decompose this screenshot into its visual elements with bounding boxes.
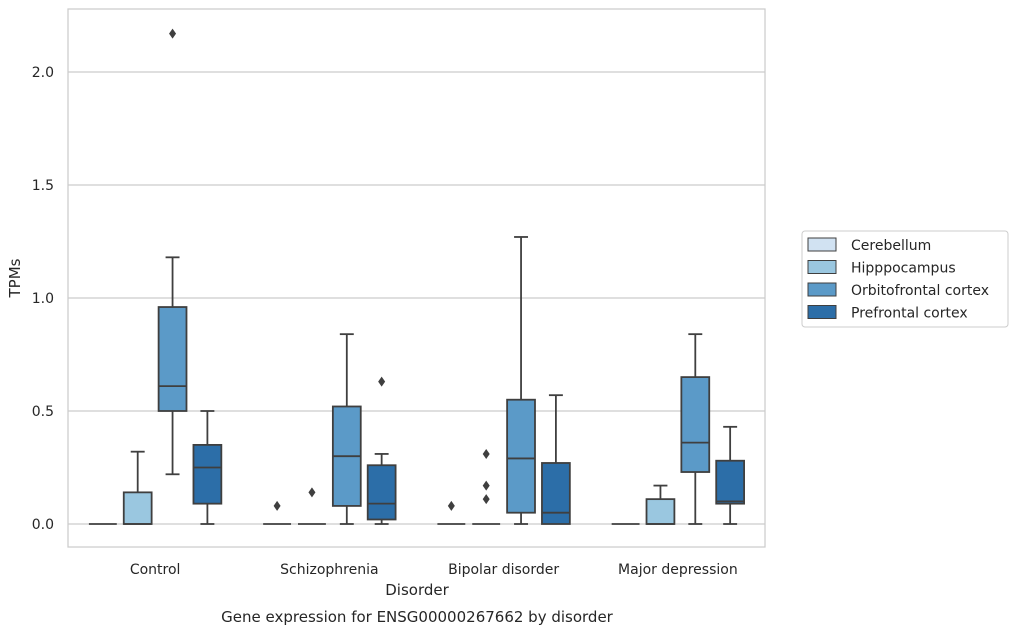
outlier-point — [169, 28, 177, 39]
x-tick-label: Control — [130, 562, 181, 578]
box-prefrontal-cortex — [715, 425, 745, 525]
box-hipppocampus — [645, 484, 676, 525]
box-orbitofrontal-cortex — [506, 236, 536, 525]
outlier-point — [482, 494, 490, 505]
box-body — [192, 443, 223, 505]
legend: Cerebellum Hipppocampus Orbitofrontal cort… — [801, 230, 1009, 328]
box-prefrontal-cortex — [192, 410, 223, 525]
chart-caption: Gene expression for ENSG00000267662 by d… — [221, 608, 614, 626]
box-cerebellum — [263, 500, 292, 525]
legend-label: Cerebellum — [851, 238, 931, 254]
legend-swatch — [807, 305, 837, 319]
box-body — [122, 491, 153, 525]
box-hipppocampus — [298, 487, 326, 525]
y-tick-labels: 0.0 0.5 1.0 1.5 2.0 — [32, 65, 54, 533]
box-body — [541, 462, 571, 525]
box-body — [366, 464, 397, 521]
x-tick-label: Bipolar disorder — [448, 562, 559, 578]
box-orbitofrontal-cortex — [680, 333, 711, 525]
box-cerebellum — [437, 500, 466, 525]
x-tick-label: Major depression — [618, 562, 738, 578]
box-body — [680, 376, 711, 473]
box-body — [157, 306, 188, 412]
legend-label: Prefrontal cortex — [851, 306, 968, 322]
outlier-point — [447, 500, 455, 511]
legend-swatch — [807, 260, 837, 274]
box-hipppocampus — [122, 450, 153, 525]
y-tick-label: 1.0 — [32, 291, 54, 307]
x-tick-labels: Control Schizophrenia Bipolar disorder Majo… — [130, 562, 738, 578]
box-prefrontal-cortex — [366, 376, 397, 525]
x-axis-label: Disorder — [385, 581, 449, 599]
outlier-point — [308, 487, 316, 498]
y-axis-label: TPMs — [6, 258, 24, 298]
box-body — [645, 498, 676, 525]
y-tick-label: 0.0 — [32, 517, 54, 533]
box-orbitofrontal-cortex — [157, 28, 188, 476]
legend-frame — [801, 230, 1009, 328]
legend-label: Orbitofrontal cortex — [851, 283, 989, 299]
y-tick-label: 1.5 — [32, 178, 54, 194]
outlier-point — [378, 376, 386, 387]
legend-swatch — [807, 237, 837, 252]
y-tick-label: 0.5 — [32, 404, 54, 420]
plot-frame — [67, 8, 766, 548]
box-body — [715, 459, 745, 505]
plot-data — [88, 28, 745, 525]
box-orbitofrontal-cortex — [331, 333, 362, 525]
box-body — [506, 398, 536, 514]
box-hipppocampus — [472, 448, 501, 525]
x-tick-label: Schizophrenia — [280, 562, 378, 578]
outlier-point — [482, 480, 490, 491]
y-tick-label: 2.0 — [32, 65, 54, 81]
legend-swatch — [807, 282, 837, 297]
box-prefrontal-cortex — [541, 394, 571, 525]
outlier-point — [482, 448, 490, 459]
legend-label: Hipppocampus — [851, 261, 956, 277]
outlier-point — [273, 500, 281, 511]
